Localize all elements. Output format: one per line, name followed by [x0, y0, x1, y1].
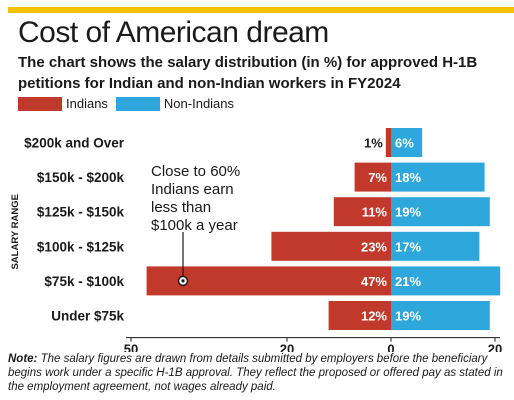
bar-non-indians	[391, 266, 501, 296]
bar-indians	[333, 197, 391, 227]
bar-indians	[271, 231, 391, 261]
annotation-text: $100k a year	[151, 217, 238, 234]
legend-label-indians: Indians	[66, 96, 108, 111]
bar-indians	[354, 162, 391, 192]
data-label-non-indians: 21%	[395, 274, 421, 289]
footnote: Note: The salary figures are drawn from …	[8, 352, 508, 394]
data-label-non-indians: 19%	[395, 309, 421, 324]
bar-non-indians	[391, 197, 490, 227]
annotation-text: Close to 60%	[151, 163, 240, 180]
bar-non-indians	[391, 231, 480, 261]
category-label: Under $75k	[51, 309, 124, 324]
data-label-non-indians: 19%	[395, 205, 421, 220]
bar-indians	[385, 128, 391, 157]
annotation-text: Indians earn	[151, 181, 234, 198]
annotation-text: less than	[151, 199, 211, 216]
chart-legend: Indians Non-Indians	[18, 96, 242, 111]
data-label-non-indians: 17%	[395, 239, 421, 254]
x-tick-label: 20	[488, 342, 502, 352]
footnote-label: Note:	[8, 353, 38, 365]
accent-top-bar	[8, 7, 514, 13]
x-tick-label: 0	[387, 342, 394, 352]
annotation-box	[146, 160, 256, 232]
data-label-indians: 47%	[361, 274, 387, 289]
bar-indians	[328, 301, 391, 330]
legend-label-non-indians: Non-Indians	[163, 96, 235, 111]
data-label-non-indians: 18%	[395, 170, 421, 185]
bar-chart: $200k and Over 1% 6% $150k - $200k 7% 18% $125…	[10, 128, 502, 352]
x-tick-label: 20	[280, 342, 294, 352]
category-label: $100k - $125k	[37, 239, 125, 254]
data-label-indians: 23%	[361, 239, 387, 254]
data-label-non-indians: 6%	[395, 136, 414, 151]
legend-item-indians: Indians	[18, 96, 108, 111]
data-label-indians: 1%	[364, 136, 383, 151]
chart-title: Cost of American dream	[18, 16, 329, 49]
footnote-text: The salary figures are drawn from detail…	[8, 353, 503, 393]
legend-swatch-indians	[18, 96, 62, 111]
category-label: $75k - $100k	[44, 274, 124, 289]
legend-item-non-indians: Non-Indians	[115, 96, 235, 111]
bar-non-indians	[391, 128, 423, 157]
y-axis-title: SALARY RANGE	[10, 194, 21, 269]
legend-swatch-non-indians	[115, 96, 160, 111]
data-label-indians: 7%	[368, 170, 387, 185]
data-label-indians: 12%	[361, 309, 387, 324]
chart-subtitle: The chart shows the salary distribution …	[18, 54, 478, 92]
category-label: $150k - $200k	[37, 170, 125, 185]
bar-non-indians	[391, 162, 485, 192]
bar-non-indians	[391, 301, 490, 330]
category-label: $200k and Over	[24, 136, 125, 151]
annotation-marker-dot	[181, 279, 185, 283]
x-tick-label: 50	[124, 342, 138, 352]
data-label-indians: 11%	[362, 205, 388, 220]
category-label: $125k - $150k	[37, 205, 125, 220]
